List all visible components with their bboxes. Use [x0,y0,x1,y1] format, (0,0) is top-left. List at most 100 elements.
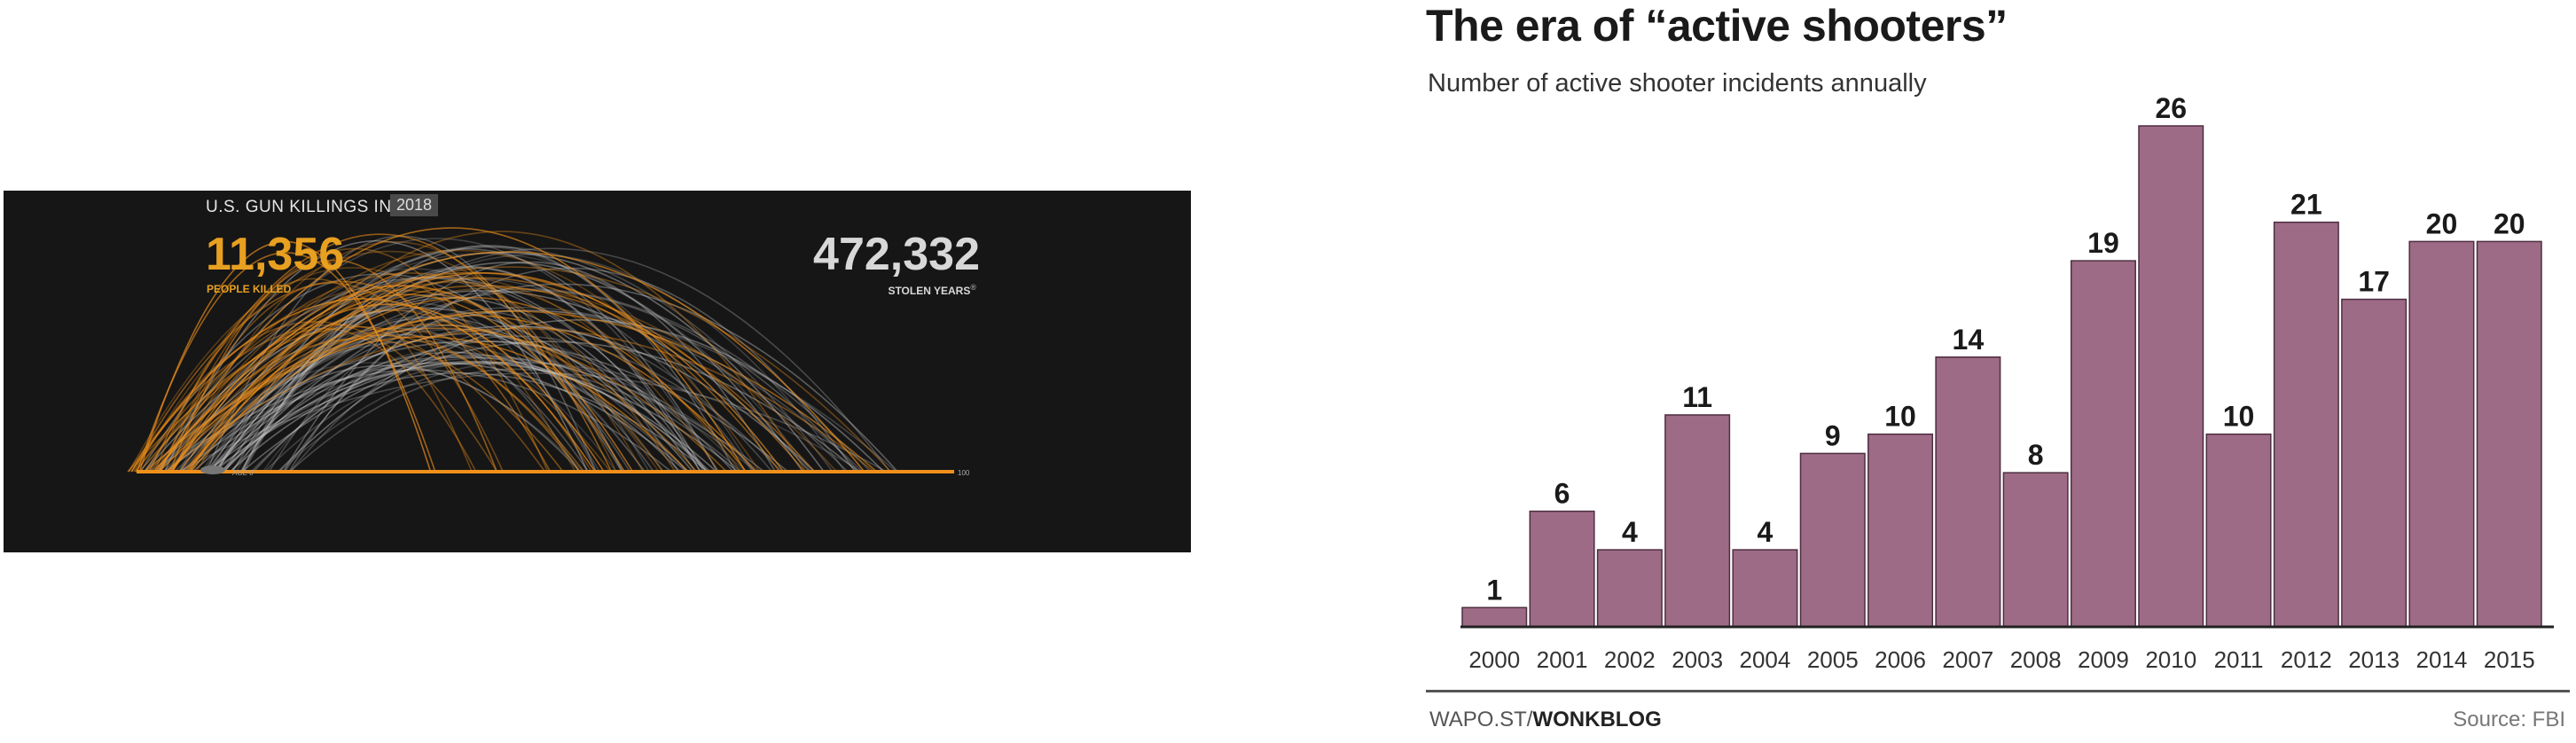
age-start-label: AGE 0 [232,469,254,477]
source-credit-prefix: WAPO.ST/ [1429,708,1533,731]
bar-2009 [2070,260,2136,628]
life-arc [143,277,709,473]
life-arc [159,286,838,473]
value-label-2009: 19 [2087,227,2119,259]
life-arc [153,251,865,473]
year-selector-button[interactable]: 2018 [390,194,439,216]
life-arc [138,241,432,473]
life-arc [168,329,746,473]
bar-2000 [1461,606,1528,628]
life-arc [178,372,888,473]
life-arc [160,247,549,473]
life-arc [170,327,477,473]
life-arc [241,340,859,473]
x-tick-label-2007: 2007 [1942,646,1993,673]
value-label-2013: 17 [2358,266,2390,298]
x-tick-label-2001: 2001 [1537,646,1588,673]
x-tick-label-2014: 2014 [2416,646,2468,673]
life-arc [132,321,498,473]
bar-2002 [1596,549,1663,628]
bar-2007 [1935,356,2001,628]
life-arc [182,315,757,473]
value-label-2010: 26 [2155,92,2187,124]
x-tick-label-2011: 2011 [2214,646,2264,673]
life-arc [136,252,436,473]
life-arc [144,309,878,473]
bar-2013 [2341,298,2408,628]
life-arc [148,233,613,473]
people-killed-value: 11,356 [206,229,345,280]
gun-panel-title: U.S. GUN KILLINGS IN [206,198,392,216]
life-arc [174,306,864,473]
life-arc [215,333,590,473]
life-arc [262,350,617,473]
life-arc [253,340,734,473]
x-tick-label-2005: 2005 [1807,646,1859,673]
value-label-2006: 10 [1884,401,1916,433]
life-arc [278,361,759,473]
life-arc [190,296,748,473]
source-credit-bold: WONKBLOG [1532,708,1662,731]
life-arc [213,316,654,473]
life-arc [289,368,741,473]
stolen-years-arc-chart: AGE 0 100 [127,227,970,477]
life-arc [214,356,757,473]
bar-2015 [2476,240,2542,628]
x-tick-label-2013: 2013 [2348,646,2400,673]
life-arc [164,327,875,473]
life-arc [188,293,626,473]
value-label-2008: 8 [2028,439,2044,471]
life-arc [180,355,765,473]
life-arc [223,351,681,473]
figure-icon [200,465,225,474]
stolen-years-value: 472,332 [813,229,980,280]
footer-divider [1426,690,2570,692]
life-arc [263,361,708,473]
life-arc [289,325,773,473]
x-tick-label-2004: 2004 [1740,646,1791,673]
life-arc [215,262,804,473]
value-label-2002: 4 [1622,516,1638,548]
bar-2004 [1732,549,1798,628]
life-arc [250,335,783,473]
life-arc [149,285,816,473]
chart-title: The era of “active shooters” [1426,1,2008,51]
life-arc [130,298,596,473]
life-arc [224,327,580,473]
life-arc [212,372,709,473]
bar-2012 [2273,221,2339,628]
life-arc [200,317,646,473]
stolen-years-label: STOLEN YEARS [888,285,971,297]
x-tick-label-2002: 2002 [1604,646,1656,673]
stolen-years-note-mark[interactable]: ® [970,283,976,292]
active-shooter-chart-panel: 1 2000 6 2001 4 2002 11 2003 4 2004 9 2005 10 2006 14 2… [1410,0,2576,743]
life-arc [157,290,810,473]
value-label-2005: 9 [1825,419,1841,451]
life-arc [134,289,664,473]
x-tick-label-2008: 2008 [2010,646,2062,673]
age-end-label: 100 [958,469,970,477]
bar-2006 [1867,433,1934,628]
bar-2008 [2002,472,2069,628]
life-arc [206,309,849,473]
life-arc [243,293,624,473]
bar-2014 [2408,240,2475,628]
life-arc [135,326,585,473]
value-label-2012: 21 [2290,189,2322,221]
life-arc [128,267,576,473]
bar-2011 [2205,433,2272,628]
x-tick-label-2006: 2006 [1875,646,1926,673]
life-arc [192,362,687,473]
value-label-2007: 14 [1953,324,1985,356]
life-arc [153,278,473,473]
life-arc [184,276,720,473]
bar-chart: 1 2000 6 2001 4 2002 11 2003 4 2004 9 2005 10 2006 14 2… [1460,92,2554,673]
life-arc [168,259,498,473]
life-arc [284,267,856,473]
life-arc [208,290,860,473]
bar-2005 [1799,452,1866,628]
life-arc [220,356,711,473]
chart-subtitle: Number of active shooter incidents annua… [1428,69,1927,98]
gun-killings-panel: AGE 0 100 U.S. GUN KILLINGS IN 2018 11,35… [4,191,1191,552]
x-tick-label-2015: 2015 [2484,646,2535,673]
